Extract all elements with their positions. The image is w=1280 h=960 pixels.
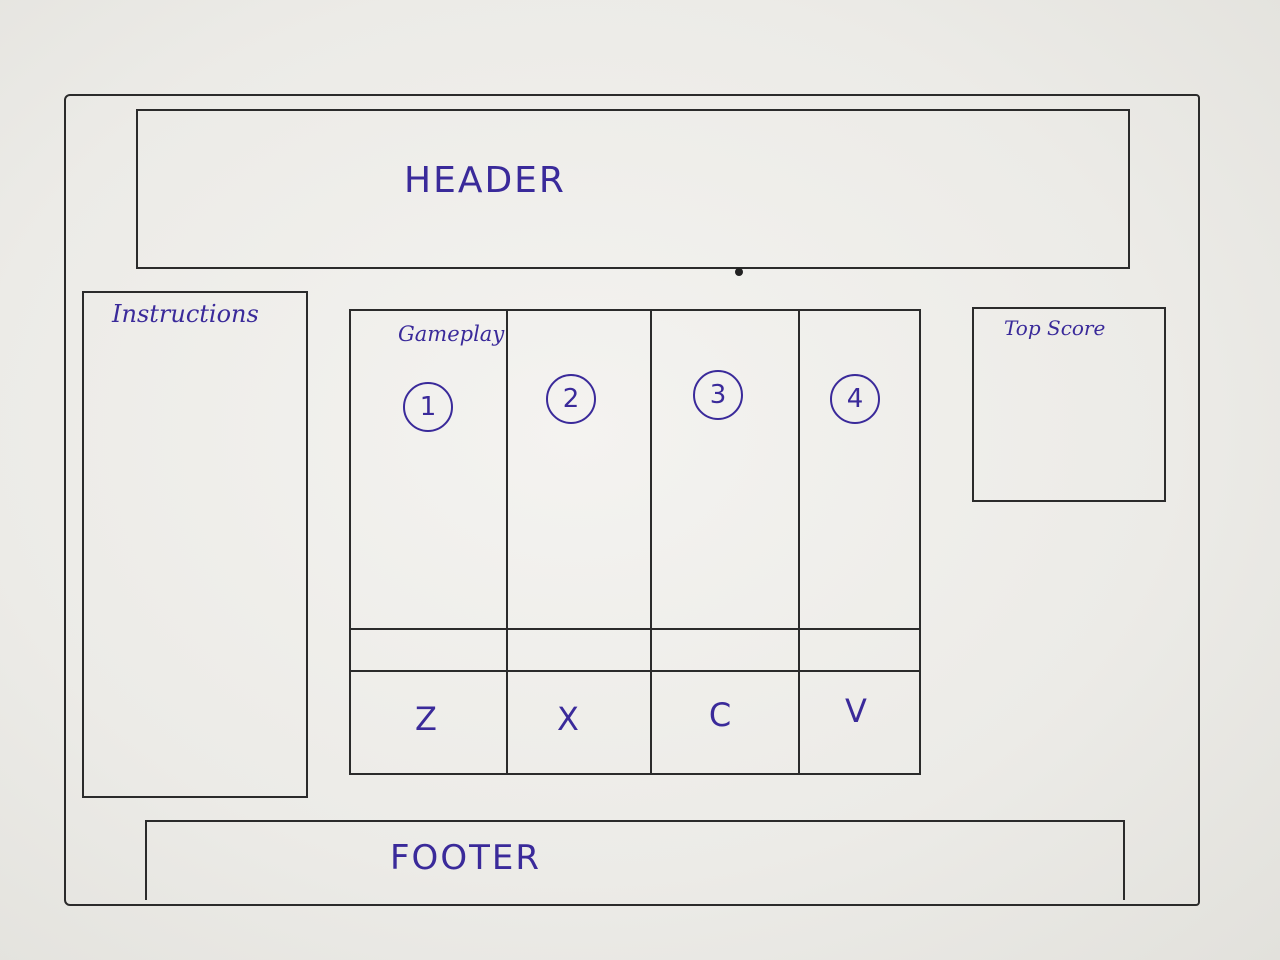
lane-4-number: 4 xyxy=(830,374,880,424)
gameplay-label: Gameplay xyxy=(398,322,505,346)
hit-zone-top-line xyxy=(351,628,919,630)
lane-1-number: 1 xyxy=(403,382,453,432)
gameplay-panel xyxy=(349,309,921,775)
top-score-label: Top Score xyxy=(1004,316,1106,340)
header-region xyxy=(136,109,1130,269)
lane-4-key: V xyxy=(845,692,867,730)
lane-3-key: C xyxy=(708,696,732,734)
header-label: HEADER xyxy=(404,160,566,201)
instructions-label: Instructions xyxy=(112,300,259,328)
lane-1-key: Z xyxy=(415,700,437,738)
lane-2-key: X xyxy=(557,700,579,738)
lane-divider-1 xyxy=(506,311,508,773)
pen-dot xyxy=(735,268,743,276)
instructions-panel xyxy=(82,291,308,798)
lane-divider-2 xyxy=(650,311,652,773)
top-score-panel xyxy=(972,307,1166,502)
hit-zone-bottom-line xyxy=(351,670,919,672)
footer-label: FOOTER xyxy=(390,838,541,878)
lane-2-number: 2 xyxy=(546,374,596,424)
footer-region xyxy=(145,820,1125,900)
lane-divider-3 xyxy=(798,311,800,773)
page-frame xyxy=(64,94,1200,906)
lane-3-number: 3 xyxy=(693,370,743,420)
